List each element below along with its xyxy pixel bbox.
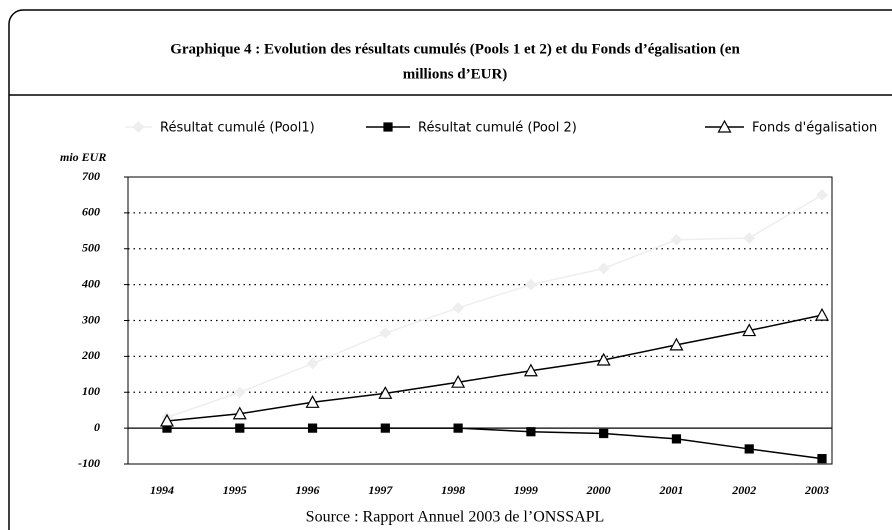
point: [669, 337, 684, 351]
series-line: [166, 314, 823, 422]
point: [380, 423, 390, 433]
point: [816, 189, 828, 201]
point: [233, 386, 246, 399]
y-tick-label: 300: [81, 312, 100, 326]
point: [451, 374, 466, 388]
series-line: [166, 194, 823, 419]
point: [232, 406, 247, 420]
legend-label: Résultat cumulé (Pool1): [160, 121, 315, 136]
point: [525, 278, 537, 291]
y-tick-label: 700: [82, 169, 100, 183]
frame: [8, 9, 892, 530]
chart-title: Graphique 4 : Evolution des résultats cu…: [170, 41, 740, 57]
chart-title: millions d’EUR): [403, 66, 508, 82]
y-tick-label: 600: [82, 205, 100, 219]
point: [526, 427, 536, 437]
point: [132, 121, 145, 133]
y-tick-label: 0: [94, 420, 100, 434]
point: [717, 119, 732, 133]
point: [814, 307, 830, 321]
point: [453, 423, 463, 433]
point: [379, 327, 392, 339]
y-tick-label: 500: [82, 241, 100, 255]
point: [307, 423, 318, 433]
x-tick-label: 1995: [223, 483, 247, 497]
legend-label: Fonds d'égalisation: [752, 121, 877, 136]
point: [523, 363, 538, 377]
y-tick-label: -100: [78, 456, 100, 470]
x-tick-label: 1996: [296, 483, 320, 497]
point: [596, 352, 611, 366]
source: Source : Rapport Annuel 2003 de l’ONSSAP…: [306, 509, 605, 526]
y-tick-label: 400: [81, 276, 100, 290]
y-tick-label: 100: [82, 384, 100, 398]
point: [305, 395, 320, 408]
x-tick-label: 1999: [514, 483, 538, 497]
point: [597, 262, 610, 275]
point: [599, 428, 609, 439]
point: [742, 323, 757, 337]
point: [452, 302, 464, 314]
x-tick-label: 1998: [441, 483, 465, 497]
x-tick-label: 2003: [804, 483, 829, 497]
point: [306, 357, 319, 370]
point: [159, 413, 175, 427]
point: [743, 232, 756, 244]
series-line: [167, 427, 823, 460]
y-tick-label: 200: [81, 348, 100, 362]
point: [670, 233, 683, 246]
x-tick-label: 2000: [586, 483, 611, 497]
y-axis-label: mio EUR: [60, 150, 106, 164]
point: [378, 386, 393, 399]
point: [235, 423, 245, 433]
point: [744, 444, 754, 454]
point: [671, 434, 682, 444]
x-tick-label: 2002: [731, 483, 756, 497]
point: [383, 122, 393, 132]
x-tick-label: 2001: [658, 483, 683, 497]
point: [817, 454, 827, 464]
x-tick-label: 1997: [368, 483, 393, 497]
x-tick-label: 1994: [150, 483, 174, 497]
legend-label: Résultat cumulé (Pool 2): [418, 121, 577, 136]
